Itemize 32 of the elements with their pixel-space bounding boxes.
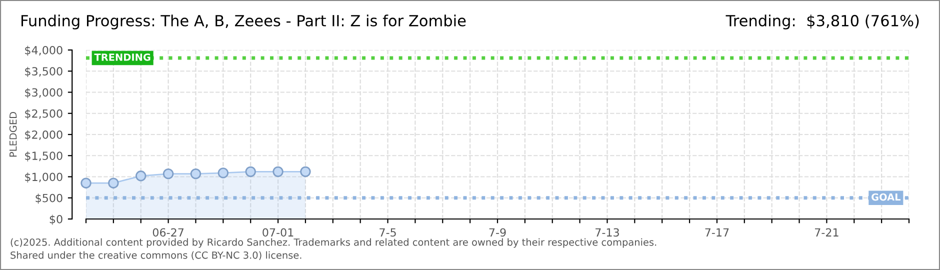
y-tick-label: $2,500 — [25, 109, 62, 120]
y-tick-label: $3,500 — [25, 66, 62, 77]
x-tick-label: 7-21 — [815, 228, 838, 236]
x-tick-label: 7-9 — [489, 228, 506, 237]
y-axis-title: PLEDGED — [9, 112, 17, 157]
point — [162, 168, 174, 180]
point — [300, 166, 311, 178]
y-tick-label: $3,000 — [25, 88, 62, 98]
x-tick-label: 06-27 — [152, 228, 184, 237]
point — [272, 166, 284, 178]
x-tick-label: 7-5 — [380, 228, 396, 237]
point — [245, 166, 256, 178]
y-tick-label: $1,500 — [25, 151, 62, 162]
text: Shared under the creative commons (CC BY-NC 3.0) license. — [10, 251, 302, 260]
x-tick-label: 7-17 — [705, 228, 729, 236]
y-tick-label: $1,000 — [25, 172, 62, 183]
y-tick-label: $500 — [36, 194, 62, 204]
y-tick-label: $2,000 — [25, 130, 62, 140]
point — [136, 170, 146, 182]
x-tick-label: 7-13 — [596, 228, 619, 237]
chart-title: Funding Progress: The A, B, Zeees - Part II: Z is for Zombie — [22, 14, 466, 30]
y-tick-label: $4,000 — [25, 46, 62, 56]
point — [80, 178, 92, 188]
point — [218, 168, 229, 178]
ref-line-label: TRENDING — [94, 53, 150, 61]
x-tick-label: 07-01 — [262, 228, 294, 237]
point — [190, 168, 202, 180]
chart-subtitle: Trending: $3,810 (761%) — [726, 14, 919, 30]
y-tick-label: $0 — [50, 214, 62, 225]
text: (c)2025. Additional content provided by Ricardo Sanchez. Trademarks and related content are owned by their respective companies. — [10, 238, 656, 248]
ref-line-label: GOAL — [872, 193, 901, 201]
point — [108, 178, 119, 188]
